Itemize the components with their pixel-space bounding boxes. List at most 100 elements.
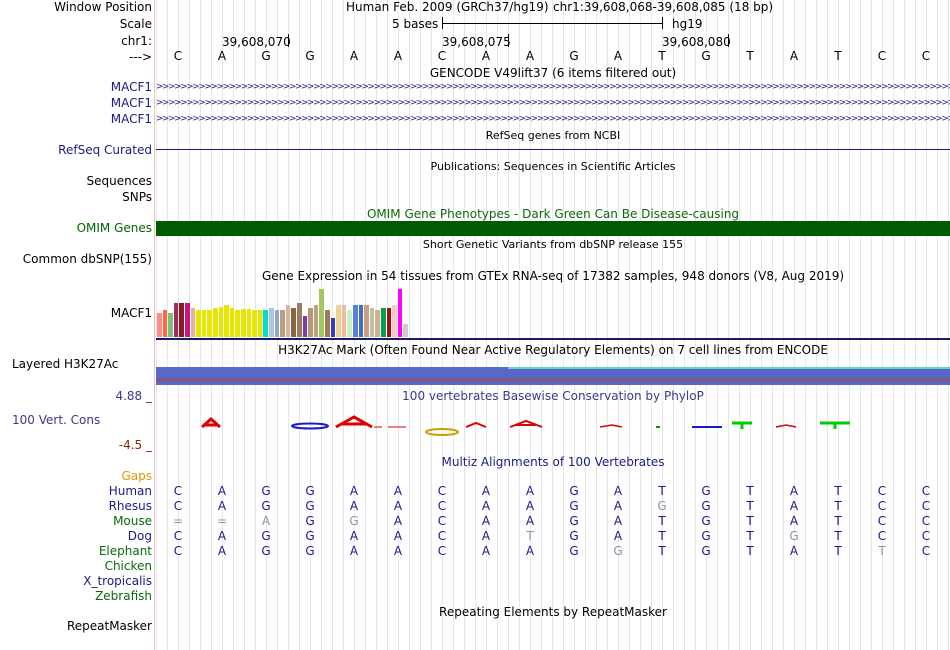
species-dog-label[interactable]: Dog (127, 529, 152, 543)
species-chicken-label[interactable]: Chicken (104, 559, 152, 573)
gtex-tissue-bar[interactable] (392, 305, 397, 337)
gtex-tissue-bar[interactable] (246, 309, 252, 337)
gridline (497, 0, 498, 650)
gtex-tissue-bar[interactable] (213, 308, 218, 337)
gridline (860, 0, 861, 650)
gtex-tissue-bar[interactable] (157, 313, 162, 337)
gtex-tissue-bar[interactable] (190, 308, 196, 337)
phylop-logo[interactable] (156, 405, 950, 440)
gtex-tissue-bar[interactable] (201, 310, 207, 337)
gtex-tissue-bar[interactable] (386, 308, 392, 337)
gtex-tissue-bar[interactable] (224, 305, 229, 337)
strand-arrows: >>>>>>>>>>>>>>>>>>>>>>>>>>>>>>>>>>>>>>>>… (156, 98, 950, 108)
gridline (915, 0, 916, 650)
alignment-base: A (525, 514, 535, 528)
alignment-base: C (437, 499, 447, 513)
omim-label[interactable]: OMIM Genes (76, 221, 152, 235)
gaps-label[interactable]: Gaps (121, 469, 152, 483)
scale-bar-tick (662, 17, 663, 29)
gencode-transcript[interactable]: >>>>>>>>>>>>>>>>>>>>>>>>>>>>>>>>>>>>>>>>… (156, 114, 950, 124)
alignment-base: A (789, 499, 799, 513)
phylop-label[interactable]: 100 Vert. Cons (12, 413, 101, 427)
species-zebrafish-label[interactable]: Zebrafish (95, 589, 152, 603)
sequences-label[interactable]: Sequences (86, 174, 152, 188)
alignment-base: C (921, 544, 931, 558)
gtex-tissue-bar[interactable] (353, 305, 358, 337)
alignment-base: T (878, 544, 886, 558)
species-rhesus-label[interactable]: Rhesus (108, 499, 152, 513)
alignment-base: G (305, 514, 315, 528)
refseq-label[interactable]: RefSeq Curated (58, 143, 152, 157)
alignment-base: C (877, 499, 887, 513)
alignment-base: T (746, 529, 754, 543)
gtex-tissue-bar[interactable] (291, 308, 296, 337)
gtex-tissue-bar[interactable] (241, 309, 246, 337)
gridline (849, 0, 850, 650)
gtex-tissue-bar[interactable] (347, 310, 352, 337)
alignment-base: A (481, 529, 491, 543)
h3k27-signal-layer (156, 378, 950, 382)
gencode-item-label[interactable]: MACF1 (110, 80, 152, 94)
omim-gene-bar[interactable] (156, 221, 950, 236)
gridline (893, 0, 894, 650)
gtex-tissue-bar[interactable] (269, 308, 274, 337)
gencode-item-label[interactable]: MACF1 (110, 96, 152, 110)
gtex-tissue-bar[interactable] (168, 313, 173, 337)
alignment-base: T (658, 514, 666, 528)
gtex-bar-chart[interactable] (156, 284, 556, 337)
coord-label: 39,608,070 (222, 35, 291, 49)
dbsnp-label[interactable]: Common dbSNP(155) (22, 252, 152, 266)
multiz-alignment[interactable]: C A G G A A C A A G A T G T A T C C C A G G A A C A A G A G G T A T C C = = A G… (156, 484, 950, 604)
gtex-tissue-bar[interactable] (397, 289, 403, 337)
gtex-tissue-bar[interactable] (179, 303, 184, 337)
gtex-tissue-bar[interactable] (341, 305, 347, 337)
gtex-tissue-bar[interactable] (252, 310, 257, 337)
gtex-tissue-bar[interactable] (196, 310, 201, 337)
gtex-tissue-bar[interactable] (185, 303, 190, 337)
repeatmasker-label[interactable]: RepeatMasker (66, 619, 152, 633)
gencode-transcript[interactable]: >>>>>>>>>>>>>>>>>>>>>>>>>>>>>>>>>>>>>>>>… (156, 98, 950, 108)
gtex-tissue-bar[interactable] (302, 316, 308, 337)
gencode-item-label[interactable]: MACF1 (110, 112, 152, 126)
gtex-tissue-bar[interactable] (257, 310, 263, 337)
publications-title: Publications: Sequences in Scientific Ar… (430, 160, 676, 173)
snps-label[interactable]: SNPs (122, 190, 152, 204)
species-mouse-label[interactable]: Mouse (113, 514, 152, 528)
gtex-tissue-bar[interactable] (173, 303, 179, 337)
gtex-tissue-bar[interactable] (403, 324, 408, 337)
gtex-tissue-bar[interactable] (263, 310, 268, 337)
gtex-tissue-bar[interactable] (325, 310, 330, 337)
gtex-tissue-bar[interactable] (229, 308, 235, 337)
gtex-tissue-bar[interactable] (218, 307, 224, 337)
refseq-gene-line[interactable] (156, 149, 950, 150)
gtex-tissue-bar[interactable] (381, 308, 386, 337)
gtex-tissue-bar[interactable] (375, 310, 380, 337)
gtex-label[interactable]: MACF1 (110, 306, 152, 320)
species-human-label[interactable]: Human (108, 484, 152, 498)
gtex-tissue-bar[interactable] (313, 305, 319, 337)
gtex-tissue-bar[interactable] (162, 310, 168, 337)
gtex-tissue-bar[interactable] (364, 305, 369, 337)
track-area[interactable]: Human Feb. 2009 (GRCh37/hg19) chr1:39,60… (156, 0, 950, 650)
gencode-transcript[interactable]: >>>>>>>>>>>>>>>>>>>>>>>>>>>>>>>>>>>>>>>>… (156, 82, 950, 92)
gtex-tissue-bar[interactable] (207, 310, 212, 337)
gtex-tissue-bar[interactable] (297, 303, 302, 337)
gtex-tissue-bar[interactable] (274, 310, 280, 337)
gtex-tissue-bar[interactable] (369, 308, 375, 337)
gtex-tissue-bar[interactable] (336, 305, 341, 337)
gtex-tissue-bar[interactable] (319, 289, 324, 337)
gtex-tissue-bar[interactable] (330, 318, 336, 337)
gtex-tissue-bar[interactable] (235, 310, 240, 337)
alignment-base: C (173, 544, 183, 558)
gtex-tissue-bar[interactable] (358, 305, 364, 337)
species-elephant-label[interactable]: Elephant (98, 544, 152, 558)
gtex-tissue-bar[interactable] (285, 305, 291, 337)
alignment-base: G (789, 529, 799, 543)
h3k27-signal[interactable] (156, 367, 950, 385)
h3k27-label[interactable]: Layered H3K27Ac (12, 357, 119, 371)
gridline (838, 0, 839, 650)
species-xtropicalis-label[interactable]: X_tropicalis (83, 574, 152, 588)
gridline (695, 0, 696, 650)
gtex-tissue-bar[interactable] (308, 308, 313, 337)
gtex-tissue-bar[interactable] (280, 310, 285, 337)
